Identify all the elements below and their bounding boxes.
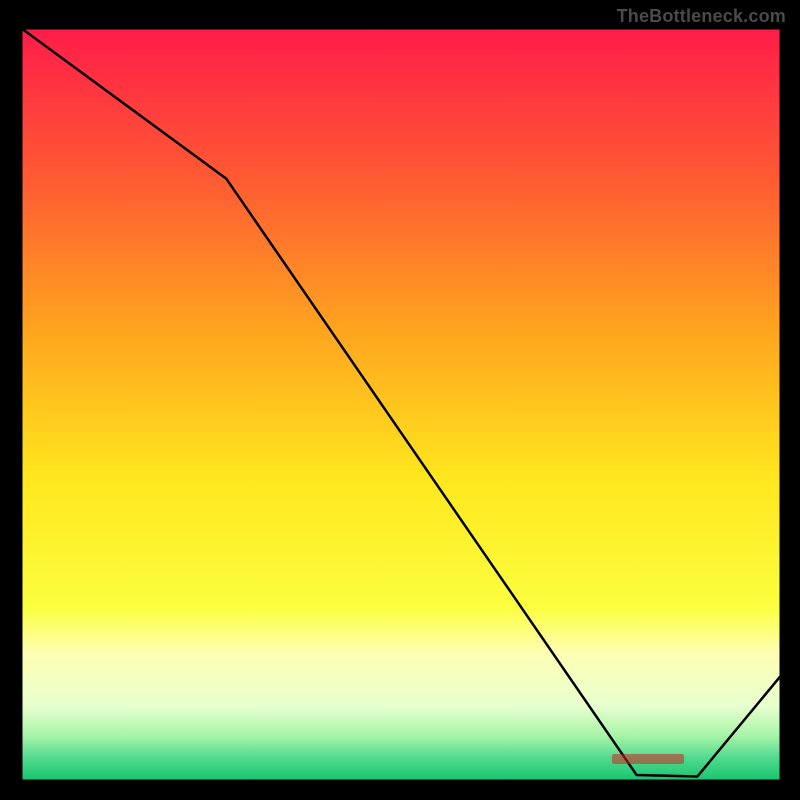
watermark-text: TheBottleneck.com [617,6,786,27]
chart-annotation [612,754,684,764]
plot-background [21,28,781,781]
bottleneck-chart [0,0,800,800]
